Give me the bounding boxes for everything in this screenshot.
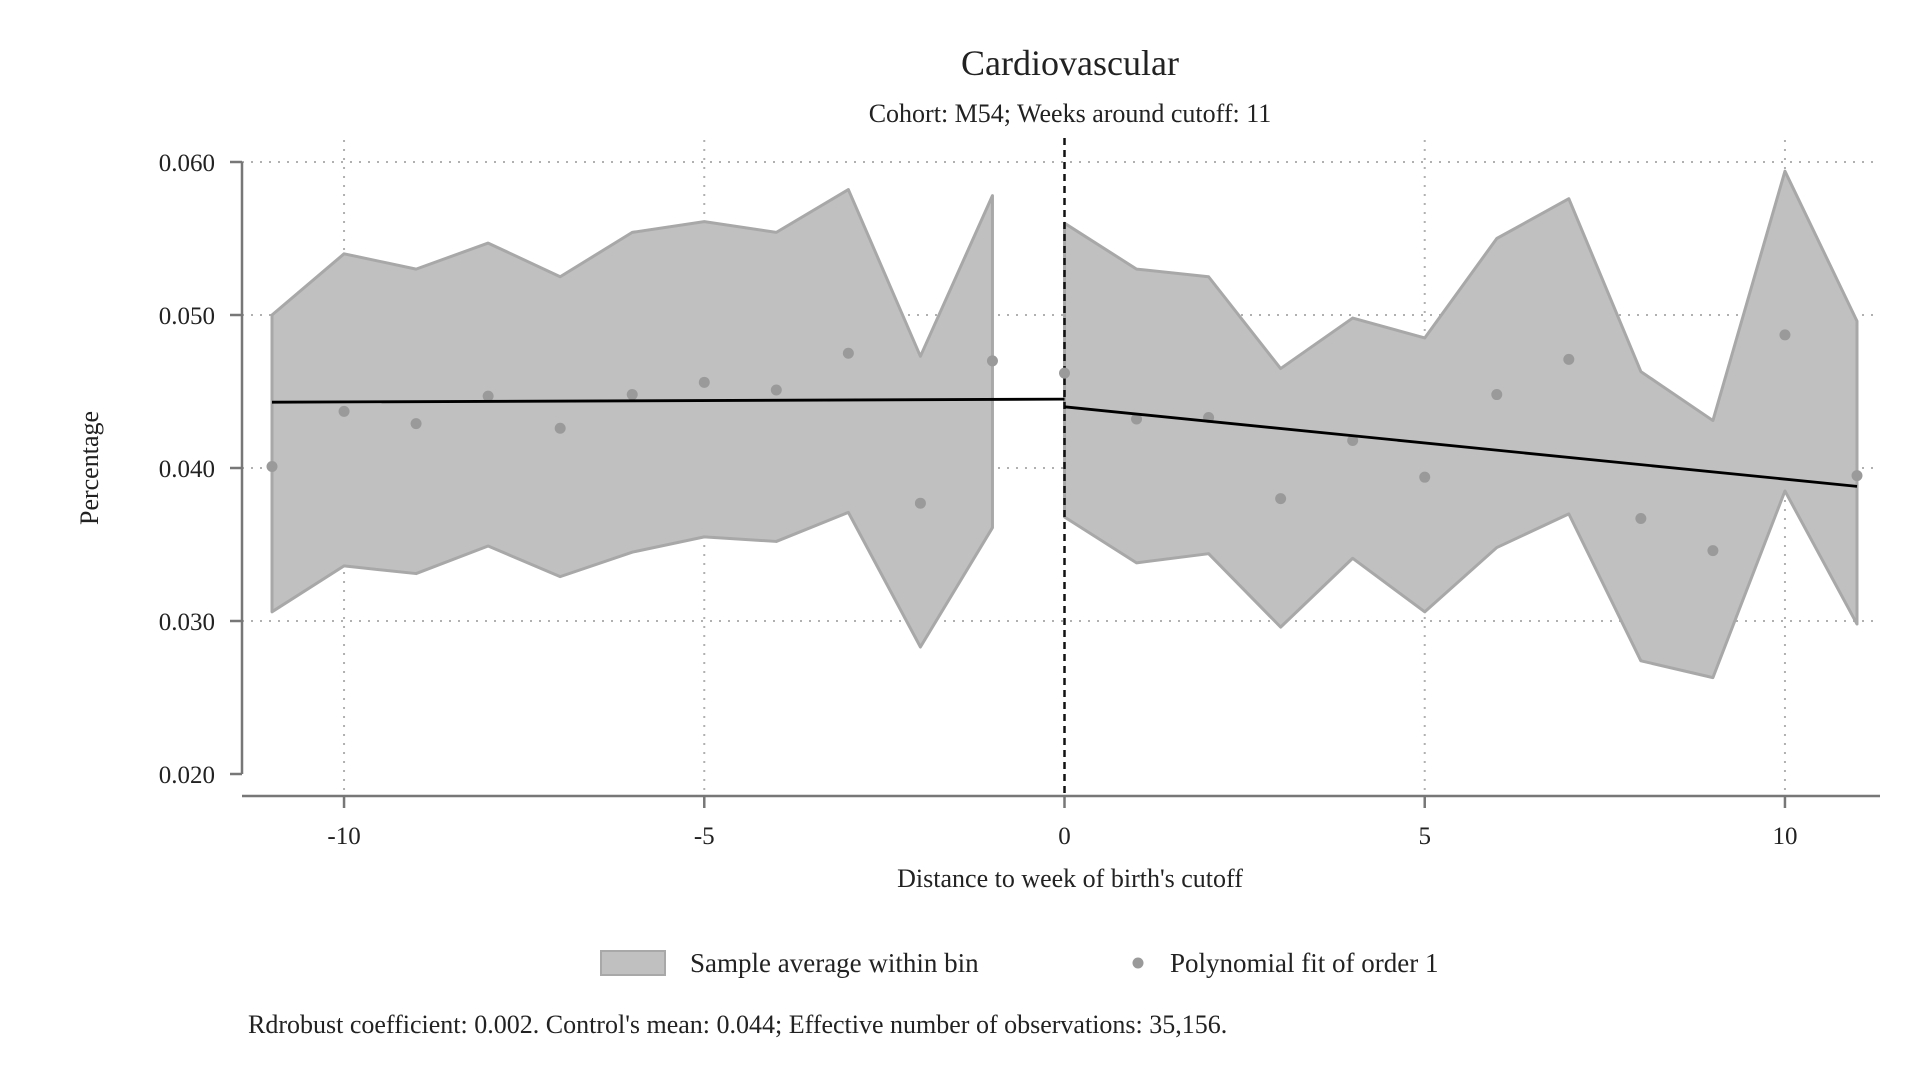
- confidence-bands: [270, 169, 1859, 680]
- x-axis-label: Distance to week of birth's cutoff: [897, 864, 1243, 893]
- data-point: [626, 389, 638, 401]
- data-point: [1419, 471, 1431, 483]
- legend-points-label: Polynomial fit of order 1: [1170, 948, 1438, 978]
- data-point: [842, 347, 854, 359]
- data-point: [770, 384, 782, 396]
- data-point: [266, 460, 278, 472]
- data-point: [1275, 493, 1287, 505]
- data-point: [698, 376, 710, 388]
- data-point: [338, 405, 350, 417]
- band-right: [1063, 169, 1859, 680]
- data-point: [410, 418, 422, 430]
- y-axis-label: Percentage: [75, 411, 104, 525]
- legend-points-marker: [1132, 957, 1144, 969]
- legend: Sample average within bin Polynomial fit…: [600, 948, 1438, 978]
- data-point: [1491, 389, 1503, 401]
- data-point: [1851, 470, 1863, 482]
- data-point: [1131, 413, 1143, 425]
- fit-line-left: [271, 397, 1065, 404]
- x-tick-label: 10: [1772, 823, 1797, 850]
- legend-band-label: Sample average within bin: [690, 948, 979, 978]
- data-point: [1635, 512, 1647, 524]
- legend-band-swatch: [600, 950, 666, 976]
- data-point: [914, 497, 926, 509]
- chart-title: Cardiovascular: [961, 43, 1179, 83]
- x-tick-label: -10: [327, 823, 360, 850]
- data-point: [1059, 367, 1070, 379]
- data-point: [986, 355, 998, 367]
- axes: 0.020 0.030 0.040 0.050 0.060 -10 -5 0 5 10: [159, 138, 1880, 850]
- fit-lines: [271, 397, 1858, 488]
- chart-subtitle: Cohort: M54; Weeks around cutoff: 11: [869, 99, 1272, 128]
- band-left: [270, 188, 994, 649]
- data-point: [554, 422, 566, 434]
- y-tick-label: 0.030: [159, 609, 215, 636]
- x-tick-label: -5: [694, 823, 715, 850]
- x-tick-label: 0: [1058, 823, 1071, 850]
- y-tick-label: 0.050: [159, 303, 215, 330]
- y-tick-label: 0.060: [159, 150, 215, 177]
- data-point: [1347, 434, 1359, 446]
- data-point: [1779, 329, 1791, 341]
- x-tick-label: 5: [1418, 823, 1431, 850]
- y-tick-label: 0.020: [159, 762, 215, 789]
- fit-line-right: [1064, 405, 1858, 488]
- data-point: [1563, 353, 1575, 365]
- y-tick-label: 0.040: [159, 456, 215, 483]
- data-points: [266, 329, 1863, 557]
- chart-footnote: Rdrobust coefficient: 0.002. Control's m…: [248, 1010, 1227, 1039]
- data-point: [1707, 545, 1719, 557]
- data-point: [482, 390, 494, 402]
